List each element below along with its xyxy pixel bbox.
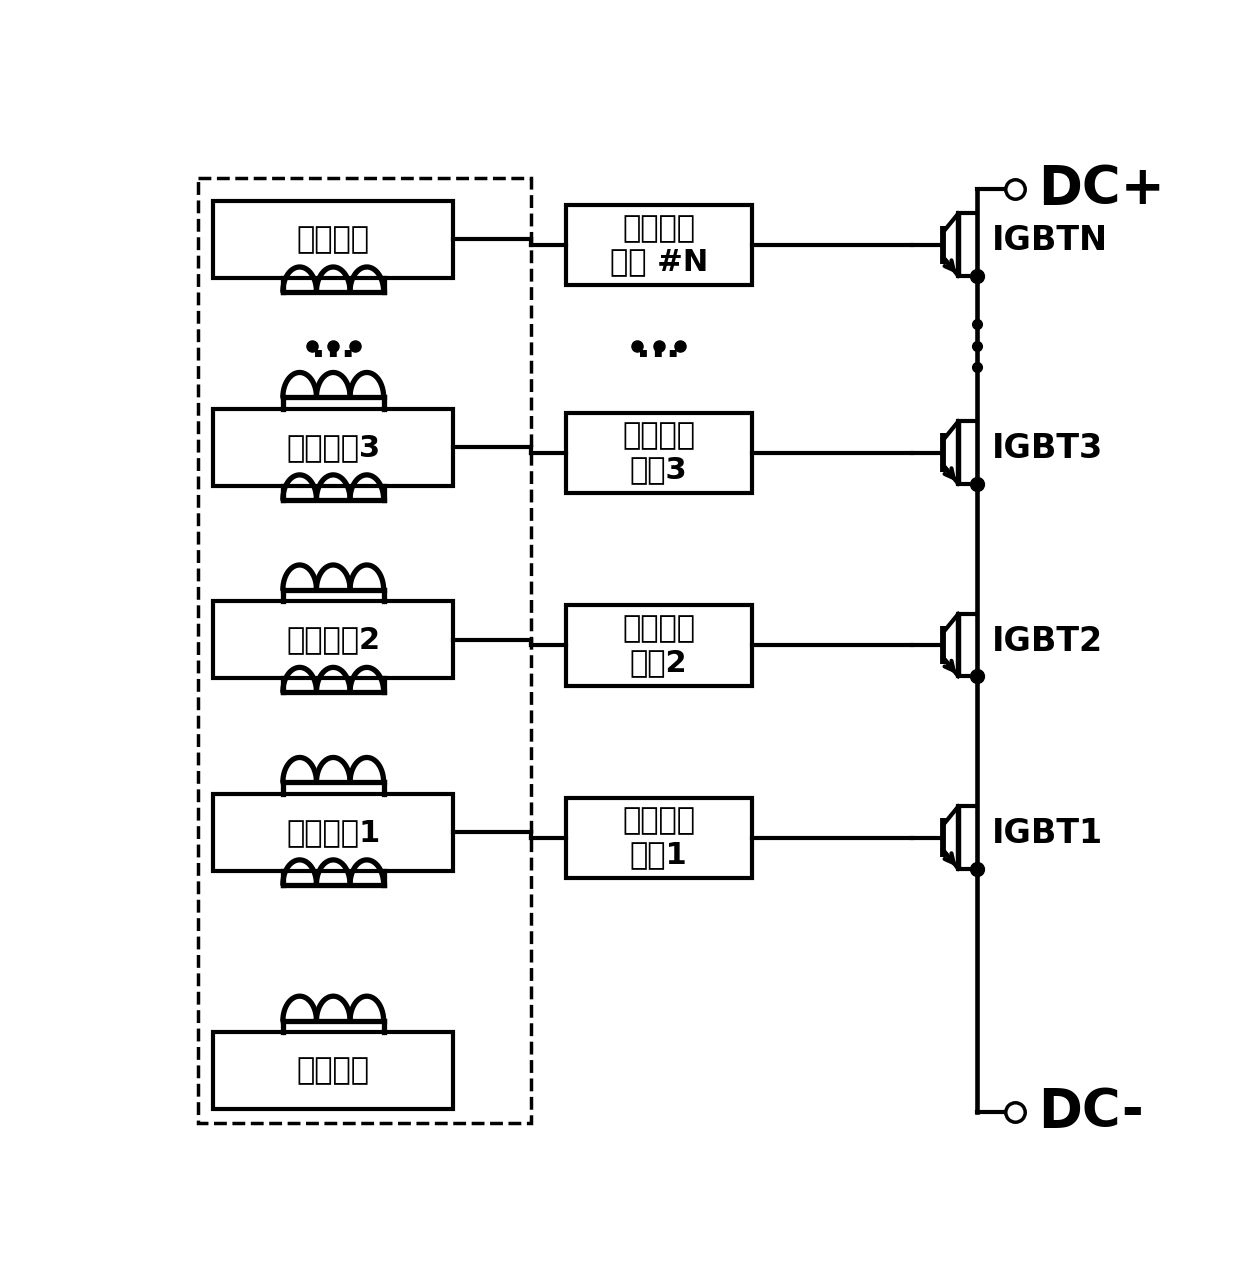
Bar xyxy=(213,201,454,278)
Text: 中继模块3: 中继模块3 xyxy=(286,433,381,461)
Text: IGBT1: IGBT1 xyxy=(992,817,1104,850)
Text: IGBTN: IGBTN xyxy=(992,224,1109,258)
Text: IGBT2: IGBT2 xyxy=(992,625,1104,658)
Bar xyxy=(565,205,751,286)
Bar xyxy=(565,412,751,493)
Bar xyxy=(213,793,454,871)
Text: 门极驱动
电路2: 门极驱动 电路2 xyxy=(622,614,696,676)
Text: DC-: DC- xyxy=(1039,1086,1145,1137)
Text: 交流电源: 交流电源 xyxy=(296,1056,370,1086)
Bar xyxy=(197,178,531,1123)
Text: IGBT3: IGBT3 xyxy=(992,433,1104,465)
Text: ...: ... xyxy=(636,327,681,365)
Text: ...: ... xyxy=(311,327,356,365)
Text: 门极驱动
电路1: 门极驱动 电路1 xyxy=(622,806,696,869)
Text: 门极驱动
电路3: 门极驱动 电路3 xyxy=(622,421,696,484)
Bar xyxy=(565,797,751,878)
Bar xyxy=(213,408,454,486)
Text: 门极驱动
电路 #N: 门极驱动 电路 #N xyxy=(610,214,708,277)
Text: 中继模块1: 中继模块1 xyxy=(286,818,381,846)
Text: 中继模块2: 中继模块2 xyxy=(286,625,381,654)
Text: 接收模块: 接收模块 xyxy=(296,225,370,254)
Bar xyxy=(213,601,454,679)
Bar xyxy=(213,1033,454,1109)
Text: DC+: DC+ xyxy=(1039,164,1166,215)
Bar xyxy=(565,605,751,685)
